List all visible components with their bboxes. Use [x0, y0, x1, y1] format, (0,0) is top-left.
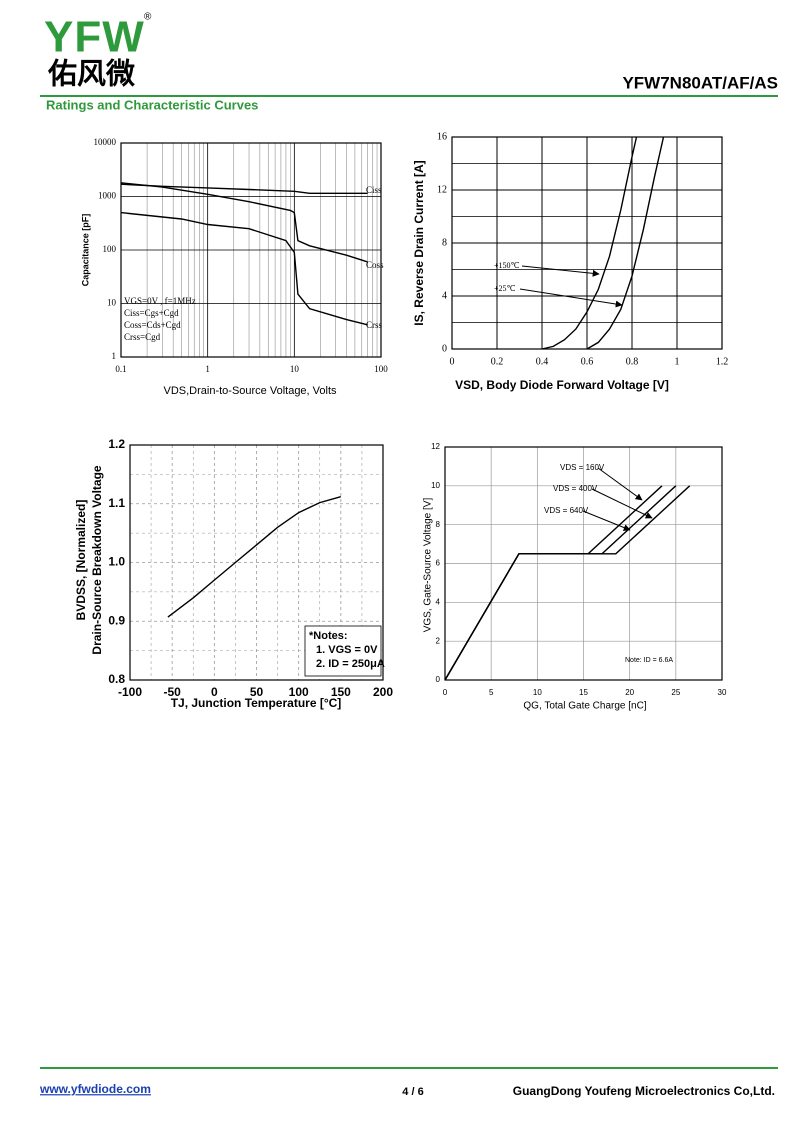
y-tick-label: 6: [436, 559, 441, 568]
y-tick-label: 1: [112, 351, 117, 361]
y-tick-label: 4: [442, 290, 447, 301]
series-label: +25℃: [494, 284, 516, 293]
x-axis-label: VSD, Body Diode Forward Voltage [V]: [455, 378, 669, 392]
annotation: VGS=0V , f=1MHz: [124, 296, 196, 306]
series-label: Crss: [366, 320, 383, 330]
x-tick-label: 10: [290, 364, 300, 374]
y-tick-label: 1.1: [108, 496, 125, 510]
label-arrow: [591, 488, 653, 519]
y-tick-label: 0.8: [108, 672, 125, 686]
label-arrow: [519, 288, 623, 308]
annotation: Note: ID = 6.6A: [625, 657, 673, 664]
section-title: Ratings and Characteristic Curves: [46, 97, 258, 112]
logo: YFW: [44, 13, 145, 62]
y-axis-label: IS, Reverse Drain Current [A]: [412, 160, 426, 325]
x-axis-label: VDS,Drain-to-Source Voltage, Volts: [163, 385, 337, 397]
y-tick-label: 10: [107, 298, 117, 308]
y-tick-label: 1000: [98, 191, 117, 201]
series-label: Ciss: [366, 185, 382, 195]
x-tick-label: 25: [671, 688, 680, 697]
x-tick-label: 30: [718, 688, 727, 697]
series-label: Coss: [366, 260, 384, 270]
y-axis-label: BVDSS, [Normalized]: [74, 500, 88, 621]
series-line: [444, 485, 691, 681]
y-axis-label: Drain-Source Breakdown Voltage: [90, 465, 104, 654]
x-tick-label: 0: [443, 688, 448, 697]
x-tick-label: 50: [250, 685, 264, 699]
x-tick-label: 0: [211, 685, 218, 699]
y-tick-label: 1.2: [108, 437, 125, 451]
x-tick-label: -50: [163, 685, 181, 699]
page-number: 4 / 6: [402, 1086, 423, 1098]
x-tick-label: 0.6: [581, 356, 594, 367]
series-label: +150℃: [494, 261, 520, 270]
y-axis-label: VGS, Gate-Source Voltage [V]: [423, 498, 434, 633]
x-tick-label: 1: [205, 364, 210, 374]
annotation: Coss=Cds+Cgd: [124, 320, 181, 330]
x-tick-label: 0.4: [536, 356, 549, 367]
y-tick-label: 0: [436, 675, 441, 684]
x-tick-label: 5: [489, 688, 494, 697]
y-axis-label: Capacitance [pF]: [80, 214, 90, 287]
x-tick-label: 100: [374, 364, 388, 374]
series-line: [120, 183, 368, 194]
y-tick-label: 12: [431, 442, 440, 451]
y-tick-label: 8: [436, 520, 441, 529]
y-tick-label: 0: [442, 343, 447, 354]
series-label: VDS = 640V: [544, 506, 589, 515]
x-tick-label: 200: [373, 685, 393, 699]
x-axis-label: QG, Total Gate Charge [nC]: [523, 701, 646, 712]
part-number: YFW7N80AT/AF/AS: [622, 73, 778, 92]
y-tick-label: 12: [437, 184, 447, 195]
y-tick-label: 10000: [94, 137, 117, 147]
x-tick-label: 0.2: [491, 356, 504, 367]
annotation: *Notes:: [309, 630, 348, 642]
x-tick-label: 100: [289, 685, 309, 699]
x-tick-label: 0: [450, 356, 455, 367]
label-arrow: [582, 510, 631, 531]
notes-box: [304, 625, 382, 677]
x-tick-label: -100: [118, 685, 142, 699]
annotation: 1. VGS = 0V: [316, 644, 378, 656]
series-line: [120, 211, 368, 326]
plot-frame: [129, 444, 384, 681]
y-tick-label: 1.0: [108, 555, 125, 569]
series-label: VDS = 400V: [553, 484, 598, 493]
y-tick-label: 100: [103, 244, 117, 254]
x-tick-label: 150: [331, 685, 351, 699]
annotation: Crss=Cgd: [124, 332, 161, 342]
y-tick-label: 2: [436, 636, 441, 645]
y-tick-label: 10: [431, 481, 440, 490]
y-tick-label: 8: [442, 237, 447, 248]
series-line: [120, 182, 368, 263]
plot-frame: [120, 142, 382, 358]
y-tick-label: 16: [437, 131, 447, 142]
y-tick-label: 4: [436, 597, 441, 606]
plot-frame: [444, 446, 723, 681]
x-tick-label: 1: [675, 356, 680, 367]
series-line: [167, 496, 341, 618]
x-tick-label: 20: [625, 688, 634, 697]
registered-mark: ®: [144, 12, 152, 23]
company: GuangDong Youfeng Microelectronics Co,Lt…: [513, 1084, 775, 1098]
x-tick-label: 0.1: [115, 364, 126, 374]
x-axis-label: TJ, Junction Temperature [°C]: [171, 696, 342, 710]
x-tick-label: 0.8: [626, 356, 639, 367]
x-tick-label: 15: [579, 688, 588, 697]
label-arrow: [597, 467, 643, 501]
x-tick-label: 10: [533, 688, 542, 697]
series-label: VDS = 160V: [560, 463, 605, 472]
logo-cn: 佑风微: [47, 58, 135, 91]
label-arrow: [521, 265, 600, 277]
annotation: 2. ID = 250μA: [316, 658, 385, 670]
website[interactable]: www.yfwdiode.com: [39, 1082, 151, 1096]
series-line: [586, 136, 665, 350]
annotation: Ciss=Cgs+Cgd: [124, 308, 179, 318]
x-tick-label: 1.2: [716, 356, 729, 367]
y-tick-label: 0.9: [108, 613, 125, 627]
